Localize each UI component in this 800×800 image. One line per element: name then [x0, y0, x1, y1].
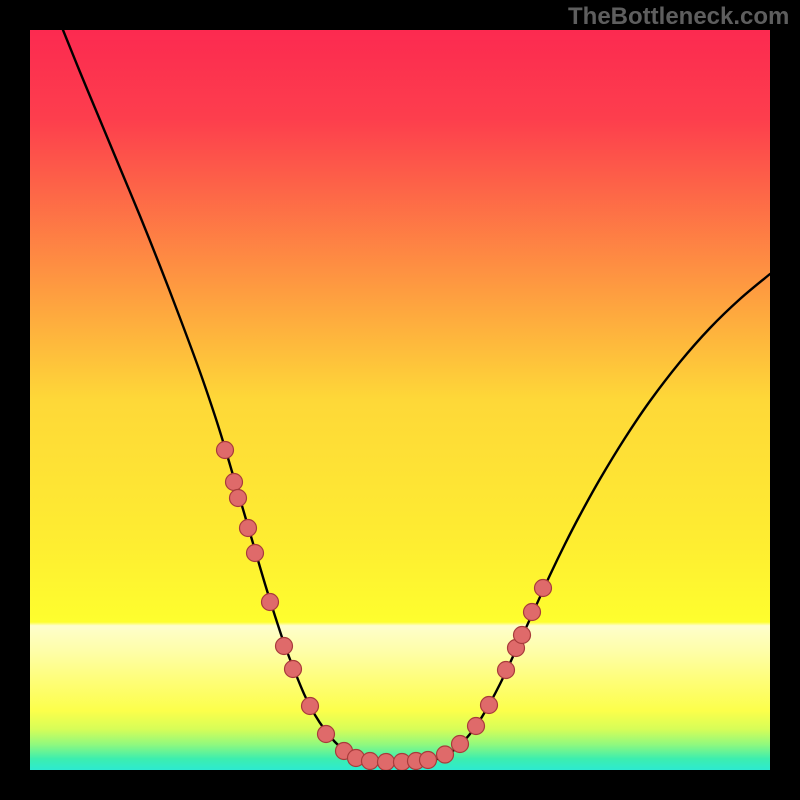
- bottleneck-chart: [0, 0, 800, 800]
- curve-marker: [452, 736, 469, 753]
- curve-marker: [276, 638, 293, 655]
- curve-marker: [226, 474, 243, 491]
- curve-marker: [498, 662, 515, 679]
- curve-marker: [514, 627, 531, 644]
- curve-marker: [420, 752, 437, 769]
- curve-marker: [318, 726, 335, 743]
- curve-marker: [378, 754, 395, 771]
- curve-marker: [535, 580, 552, 597]
- curve-marker: [362, 753, 379, 770]
- curve-marker: [285, 661, 302, 678]
- curve-marker: [247, 545, 264, 562]
- curve-marker: [217, 442, 234, 459]
- watermark-text: TheBottleneck.com: [568, 3, 789, 31]
- curve-marker: [481, 697, 498, 714]
- curve-marker: [302, 698, 319, 715]
- plot-background: [30, 30, 770, 770]
- curve-marker: [240, 520, 257, 537]
- curve-marker: [230, 490, 247, 507]
- curve-marker: [468, 718, 485, 735]
- curve-marker: [524, 604, 541, 621]
- curve-marker: [437, 746, 454, 763]
- curve-marker: [262, 594, 279, 611]
